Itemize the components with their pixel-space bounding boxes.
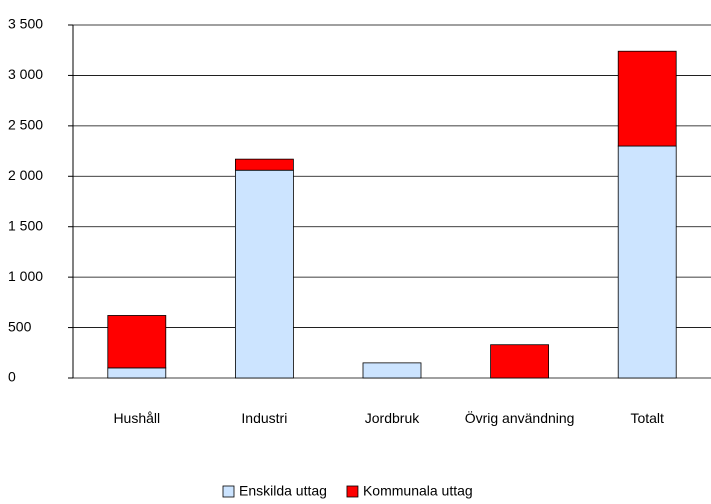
y-tick-label: 3 000 [8, 66, 43, 82]
y-tick-label: 3 500 [8, 16, 43, 32]
x-tick-label: Industri [241, 410, 288, 426]
x-tick-label: Jordbruk [364, 410, 420, 426]
legend-label: Kommunala uttag [363, 483, 473, 499]
y-tick-label: 1 000 [8, 268, 43, 284]
bar-segment [362, 362, 422, 379]
legend-label: Enskilda uttag [239, 483, 327, 499]
x-tick-label: Totalt [630, 410, 664, 426]
y-tick-label: 1 500 [8, 217, 43, 233]
y-tick-label: 2 500 [8, 117, 43, 133]
bar-segment [234, 169, 294, 379]
bar-segment [107, 315, 167, 369]
bar-segment [490, 344, 550, 379]
y-tick-label: 0 [8, 369, 16, 385]
x-tick-label: Övrig användning [464, 410, 575, 426]
y-tick-label: 500 [8, 318, 32, 334]
bar-segment [617, 145, 677, 379]
legend-swatch [222, 485, 235, 498]
bar-segment [617, 50, 677, 147]
bar-segment [107, 367, 167, 379]
legend-swatch [346, 485, 359, 498]
y-tick-label: 2 000 [8, 167, 43, 183]
x-tick-label: Hushåll [113, 410, 161, 426]
bar-segment [234, 158, 294, 171]
